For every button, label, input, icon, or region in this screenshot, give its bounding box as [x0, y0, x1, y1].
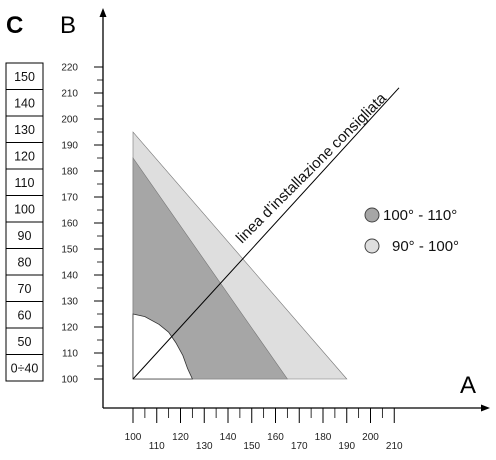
b-tick-label: 140 [61, 271, 78, 282]
c-scale-label: 130 [14, 123, 35, 137]
b-tick-label: 170 [61, 193, 78, 204]
c-scale-cell [5, 89, 44, 117]
a-axis-ticks: 100 110 120 130 140 150 160 170 180 190 200 210 [125, 408, 403, 452]
a-label: A [460, 372, 476, 399]
b-tick-label: 120 [61, 323, 78, 334]
c-scale-label: 140 [14, 96, 35, 110]
b-tick-label: 100 [61, 375, 78, 386]
c-scale-label: 120 [14, 149, 35, 163]
c-scale-cell [5, 248, 44, 276]
b-label: B [60, 12, 76, 39]
b-tick-label: 220 [61, 63, 78, 74]
c-label: C [6, 12, 23, 39]
c-scale-label: 110 [15, 176, 35, 190]
b-tick-label: 160 [61, 219, 78, 230]
c-scale-cell [5, 301, 44, 329]
b-tick-label: 210 [61, 89, 78, 100]
a-tick-label: 100 [125, 432, 142, 443]
c-scale-cell [5, 142, 44, 170]
b-tick-label: 200 [61, 115, 78, 126]
b-tick-label: 190 [61, 141, 78, 152]
c-scale-cell [5, 62, 44, 90]
installation-line [132, 87, 400, 380]
a-tick-label: 150 [243, 441, 260, 452]
legend-swatch-dark [364, 207, 380, 223]
c-scale-box: 150 140 130 120 110 100 90 80 70 60 50 0÷40 [5, 62, 44, 382]
region-100-110 [132, 157, 288, 380]
c-scale-cell [5, 354, 44, 382]
c-scale-cell [5, 195, 44, 223]
a-tick-label: 170 [291, 441, 308, 452]
c-scale-label: 90 [18, 229, 32, 243]
b-tick-label: 110 [62, 349, 78, 360]
a-tick-label: 130 [196, 441, 213, 452]
c-scale-label: 150 [14, 70, 35, 84]
y-axis-arrow [99, 8, 107, 17]
a-tick-label: 190 [338, 441, 355, 452]
b-tick-label: 130 [61, 297, 78, 308]
a-tick-label: 210 [386, 441, 403, 452]
legend-swatch-light [364, 238, 380, 254]
c-scale-label: 80 [18, 255, 32, 269]
a-tick-label: 160 [267, 432, 284, 443]
c-scale-label: 0÷40 [11, 361, 39, 375]
c-scale-label: 50 [18, 335, 32, 349]
legend-label-light: 90° - 100° [392, 238, 459, 255]
b-tick-label: 180 [61, 167, 78, 178]
installation-line-label: linea d’installazione consigliata [233, 89, 391, 247]
c-scale-label: 60 [18, 308, 32, 322]
c-scale-label: 100 [14, 202, 35, 216]
a-tick-label: 140 [220, 432, 237, 443]
a-tick-label: 200 [362, 432, 379, 443]
legend-label-dark: 100° - 110° [383, 207, 457, 224]
a-tick-label: 110 [149, 441, 165, 452]
c-scale-label: 70 [18, 282, 32, 296]
c-scale-cell [5, 327, 44, 355]
b-tick-label: 150 [61, 245, 78, 256]
a-tick-label: 180 [315, 432, 332, 443]
x-axis-arrow [481, 404, 490, 412]
a-tick-label: 120 [172, 432, 189, 443]
legend: 100° - 110° 90° - 100° [364, 207, 459, 255]
b-axis-ticks: 220 210 200 190 180 170 160 150 140 130 120 110 100 [61, 63, 103, 386]
